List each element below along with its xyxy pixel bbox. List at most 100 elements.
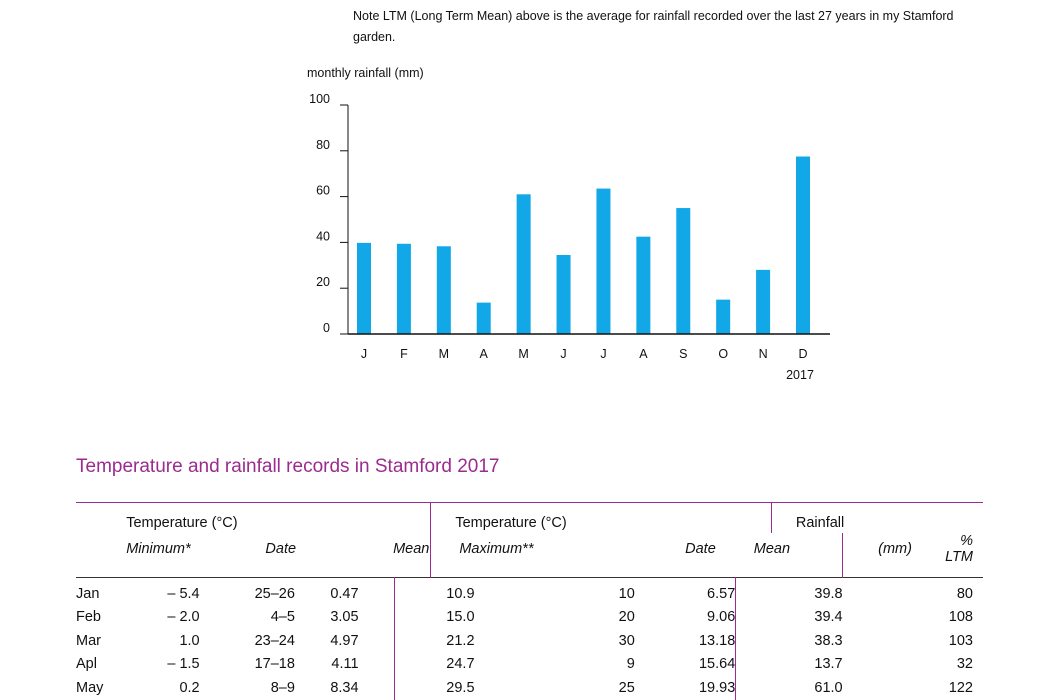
min-date-cell: 17–18 — [254, 656, 295, 673]
max-date-column-header: Date — [685, 541, 716, 557]
x-tick-label: O — [718, 347, 728, 361]
max-temp-cell: 24.7 — [393, 652, 545, 676]
max-temp-cell: 29.5 — [393, 676, 545, 700]
x-tick-label: A — [639, 347, 648, 361]
ltm-cell: 122 — [948, 679, 973, 696]
y-axis-label: monthly rainfall (mm) — [307, 66, 424, 80]
bars-layer — [357, 156, 810, 334]
x-tick-label: F — [400, 347, 408, 361]
min-date-cell: 8–9 — [270, 679, 295, 696]
ltm-cell: 80 — [956, 585, 973, 602]
bar-d-11 — [796, 156, 810, 334]
rainfall-bar-chart: monthly rainfall (mm) 0 20 40 60 80 100 J F M A M J… — [307, 66, 830, 382]
rainfall-group-label: Rainfall — [795, 515, 845, 531]
table-row: Jan – 5.4 25–26 0.47 10.9 10 6.57 39.8 80 — [76, 577, 983, 606]
min-mean-cell: 4.97 — [330, 632, 359, 649]
x-tick-label: D — [798, 347, 807, 361]
y-tick-label: 40 — [316, 229, 330, 243]
min-temp-cell: – 1.5 — [167, 656, 200, 673]
y-tick-label: 80 — [316, 138, 330, 152]
minimum-column-header: Minimum* — [126, 541, 191, 557]
min-temp-cell: – 5.4 — [167, 585, 200, 602]
temperature-min-group-label: Temperature (°C) — [126, 515, 238, 531]
bar-j-6 — [596, 188, 611, 334]
month: Apl — [76, 656, 97, 673]
temperature-max-group-label: Temperature (°C) — [455, 515, 567, 531]
min-mean-cell: 4.11 — [331, 656, 359, 673]
min-mean-cell: 0.47 — [330, 585, 359, 602]
y-tick-label: 100 — [309, 92, 330, 106]
max-date-cell: 25 — [618, 679, 635, 696]
min-temp-cell: 0.2 — [179, 679, 200, 696]
table-row: Apl – 1.5 17–18 4.11 24.7 9 15.64 13.7 32 — [76, 652, 983, 676]
bar-j-5 — [556, 254, 571, 334]
min-date-cell: 23–24 — [254, 632, 295, 649]
max-mean-cell: 13.18 — [698, 632, 736, 649]
bar-a-7 — [636, 236, 651, 334]
rainfall-cell: 39.4 — [735, 605, 843, 629]
bar-m-2 — [436, 246, 451, 334]
table-row: Mar 1.0 23–24 4.97 21.2 30 13.18 38.3 103 — [76, 629, 983, 653]
min-mean-cell: 3.05 — [330, 609, 359, 626]
x-tick-label: S — [679, 347, 687, 361]
bar-s-8 — [676, 208, 691, 334]
month: May — [76, 679, 104, 696]
min-date-cell: 4–5 — [270, 609, 295, 626]
min-date-column-header: Date — [265, 541, 297, 557]
bar-f-1 — [396, 243, 411, 334]
records-table-wrap: Temperature (°C) Temperature (°C) Rainfa… — [76, 502, 983, 700]
table-row: Feb – 2.0 4–5 3.05 15.0 20 9.06 39.4 108 — [76, 605, 983, 629]
max-temp-cell: 10.9 — [393, 577, 545, 606]
y-tick-label: 20 — [316, 275, 330, 289]
ltm-cell: 108 — [948, 609, 973, 626]
bar-m-4 — [516, 194, 531, 334]
min-mean-column-header: Mean — [393, 541, 430, 557]
table-row: May 0.2 8–9 8.34 29.5 25 19.93 61.0 122 — [76, 676, 983, 700]
section-title: Temperature and rainfall records in Stam… — [76, 456, 500, 477]
bar-o-9 — [716, 299, 731, 334]
rainfall-cell: 61.0 — [735, 676, 843, 700]
x-tick-label: J — [560, 347, 566, 361]
max-date-cell: 9 — [626, 656, 635, 673]
rainfall-cell: 39.8 — [735, 577, 843, 606]
ltm-percent-column-header: % LTM — [945, 533, 973, 565]
x-tick-label: J — [600, 347, 606, 361]
table-body: Jan – 5.4 25–26 0.47 10.9 10 6.57 39.8 80 Feb – 2.… — [76, 577, 983, 700]
axes-layer: 0 20 40 60 80 100 J F M A M J J A S O N D — [309, 92, 830, 361]
x-tick-label: M — [518, 347, 528, 361]
ltm-cell: 103 — [948, 632, 973, 649]
table-group-header-row: Temperature (°C) Temperature (°C) Rainfa… — [76, 502, 983, 533]
rainfall-note: Note LTM (Long Term Mean) above is the a… — [353, 9, 954, 44]
max-date-cell: 20 — [618, 609, 635, 626]
max-mean-cell: 19.93 — [698, 679, 736, 696]
table-sub-header-row: Minimum* Date Mean Maximum** Date Mean (… — [76, 533, 983, 578]
rainfall-mm-column-header: (mm) — [842, 533, 945, 578]
max-mean-cell: 6.57 — [707, 585, 736, 602]
y-tick-label: 60 — [316, 184, 330, 198]
month: Mar — [76, 632, 101, 649]
y-tick-label: 0 — [323, 321, 330, 335]
min-temp-cell: – 2.0 — [167, 609, 200, 626]
min-date-cell: 25–26 — [254, 585, 295, 602]
bar-a-3 — [476, 302, 491, 334]
x-tick-label: A — [480, 347, 489, 361]
x-tick-label: N — [759, 347, 768, 361]
maximum-column-header: Maximum** — [430, 533, 635, 578]
max-temp-cell: 21.2 — [393, 629, 545, 653]
max-mean-cell: 15.64 — [698, 656, 736, 673]
min-temp-cell: 1.0 — [179, 632, 200, 649]
bar-j-0 — [357, 242, 371, 334]
max-mean-column-header: Mean — [753, 541, 791, 557]
x-tick-label: J — [361, 347, 367, 361]
max-mean-cell: 9.06 — [707, 609, 736, 626]
x-tick-label: M — [439, 347, 449, 361]
max-temp-cell: 15.0 — [393, 605, 545, 629]
ltm-cell: 32 — [956, 656, 973, 673]
rainfall-cell: 13.7 — [735, 652, 843, 676]
rainfall-cell: 38.3 — [735, 629, 843, 653]
month: Jan — [76, 585, 100, 602]
bar-n-10 — [756, 269, 771, 334]
max-date-cell: 30 — [618, 632, 635, 649]
x-axis-year-label: 2017 — [786, 368, 814, 382]
max-date-cell: 10 — [618, 585, 635, 602]
